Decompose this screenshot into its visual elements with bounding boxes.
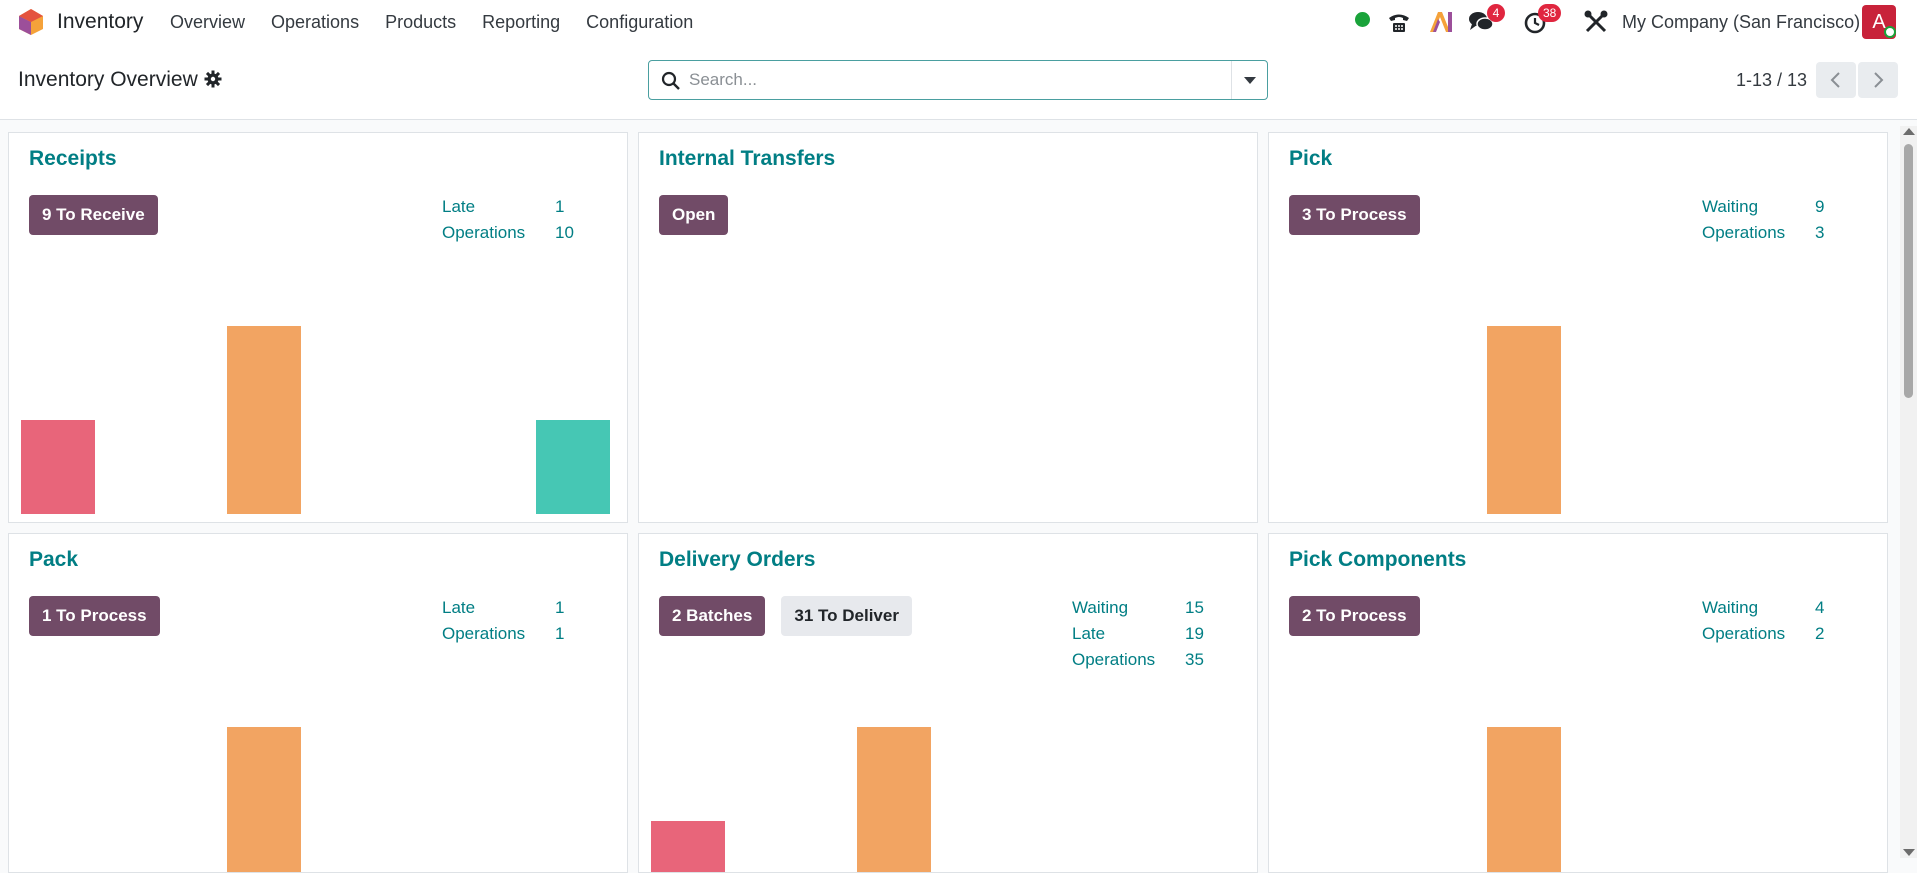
operation-card: Delivery Orders 2 Batches 31 To Deliver Wai… <box>638 533 1258 873</box>
chart-bar[interactable] <box>227 727 301 872</box>
vertical-scrollbar[interactable] <box>1900 126 1917 858</box>
app-name[interactable]: Inventory <box>57 10 144 33</box>
stat-waiting-label[interactable]: Waiting <box>1072 598 1129 617</box>
messages-badge: 4 <box>1487 4 1505 22</box>
activities-clock-icon[interactable] <box>1523 9 1549 35</box>
card-primary-button[interactable]: 9 To Receive <box>29 195 158 235</box>
operation-card: Pick 3 To Process Waiting 9 Operations 3 <box>1268 132 1888 523</box>
card-primary-button[interactable]: 3 To Process <box>1289 195 1420 235</box>
pager-previous-button[interactable] <box>1816 62 1856 98</box>
scroll-down-arrow-icon[interactable] <box>1903 849 1915 856</box>
page-title[interactable]: Inventory Overview <box>18 68 198 91</box>
chart-bar[interactable] <box>1487 727 1561 872</box>
card-primary-button[interactable]: 1 To Process <box>29 596 160 636</box>
card-title[interactable]: Receipts <box>29 147 117 170</box>
operation-card: Pack 1 To Process Late 1 Operations 1 <box>8 533 628 873</box>
chevron-left-icon <box>1830 72 1840 88</box>
operation-card: Internal Transfers Open <box>638 132 1258 523</box>
user-online-status-icon <box>1884 26 1896 38</box>
stat-operations-label[interactable]: Operations <box>1702 624 1786 643</box>
scroll-thumb[interactable] <box>1904 144 1913 398</box>
stat-waiting-label[interactable]: Waiting <box>1702 598 1759 617</box>
card-primary-button[interactable]: Open <box>659 195 729 235</box>
activities-badge: 38 <box>1538 4 1562 22</box>
card-secondary-button[interactable]: 31 To Deliver <box>781 596 912 636</box>
messages-icon[interactable] <box>1468 9 1494 35</box>
stat-late-label[interactable]: Late <box>442 197 476 216</box>
stat-operations-value[interactable]: 1 <box>555 624 565 643</box>
inventory-app-icon[interactable] <box>18 8 44 36</box>
ai-icon[interactable] <box>1428 9 1454 35</box>
stat-late-label[interactable]: Late <box>1072 624 1106 643</box>
stat-late-value[interactable]: 1 <box>555 598 565 617</box>
company-switcher[interactable]: My Company (San Francisco) <box>1622 12 1861 32</box>
stat-operations-label[interactable]: Operations <box>442 624 526 643</box>
chart-bar[interactable] <box>21 420 95 514</box>
stat-operations-value[interactable]: 10 <box>555 223 574 242</box>
stat-waiting-label[interactable]: Waiting <box>1702 197 1759 216</box>
search-options-toggle[interactable] <box>1231 61 1267 99</box>
control-panel: Inventory Overview 1-13 / 13 <box>0 44 1917 120</box>
search-input[interactable] <box>689 67 1209 93</box>
stat-operations-label[interactable]: Operations <box>1072 650 1156 669</box>
search-icon <box>661 71 680 90</box>
card-primary-button[interactable]: 2 To Process <box>1289 596 1420 636</box>
chevron-right-icon <box>1874 72 1884 88</box>
card-primary-button[interactable]: 2 Batches <box>659 596 766 636</box>
stat-late-label[interactable]: Late <box>442 598 476 617</box>
chart-bar[interactable] <box>1487 326 1561 514</box>
stat-operations-label[interactable]: Operations <box>442 223 526 242</box>
scroll-up-arrow-icon[interactable] <box>1903 128 1915 135</box>
pager-value[interactable]: 1-13 / 13 <box>1736 70 1808 90</box>
chart-bar[interactable] <box>857 727 931 872</box>
operation-card: Receipts 9 To Receive Late 1 Operations 10 <box>8 132 628 523</box>
chart-bar[interactable] <box>651 821 725 872</box>
chart-bar[interactable] <box>227 326 301 514</box>
stat-late-value[interactable]: 19 <box>1185 624 1204 643</box>
card-title[interactable]: Pick Components <box>1289 548 1467 571</box>
stat-operations-value[interactable]: 35 <box>1185 650 1204 669</box>
pager-next-button[interactable] <box>1858 62 1898 98</box>
card-title[interactable]: Internal Transfers <box>659 147 836 170</box>
menu-overview[interactable]: Overview <box>170 12 246 32</box>
menu-reporting[interactable]: Reporting <box>482 12 561 32</box>
card-title[interactable]: Pack <box>29 548 79 571</box>
phone-icon[interactable] <box>1386 9 1412 35</box>
top-navbar: Inventory Overview Operations Products R… <box>0 0 1917 44</box>
card-title[interactable]: Pick <box>1289 147 1333 170</box>
menu-operations[interactable]: Operations <box>271 12 360 32</box>
menu-products[interactable]: Products <box>385 12 457 32</box>
stat-operations-value[interactable]: 2 <box>1815 624 1825 643</box>
stat-waiting-value[interactable]: 9 <box>1815 197 1825 216</box>
menu-configuration[interactable]: Configuration <box>586 12 694 32</box>
chart-bar[interactable] <box>536 420 610 514</box>
stat-waiting-value[interactable]: 15 <box>1185 598 1204 617</box>
card-title[interactable]: Delivery Orders <box>659 548 816 571</box>
debug-tools-icon[interactable] <box>1583 9 1609 35</box>
stat-late-value[interactable]: 1 <box>555 197 565 216</box>
gear-icon[interactable] <box>204 70 222 88</box>
stat-operations-label[interactable]: Operations <box>1702 223 1786 242</box>
operation-card: Pick Components 2 To Process Waiting 4 Opera… <box>1268 533 1888 873</box>
stat-waiting-value[interactable]: 4 <box>1815 598 1825 617</box>
presence-status-icon[interactable] <box>1355 12 1370 27</box>
search-bar <box>648 60 1268 100</box>
main-menu: Overview Operations Products Reporting C… <box>170 12 719 33</box>
stat-operations-value[interactable]: 3 <box>1815 223 1825 242</box>
